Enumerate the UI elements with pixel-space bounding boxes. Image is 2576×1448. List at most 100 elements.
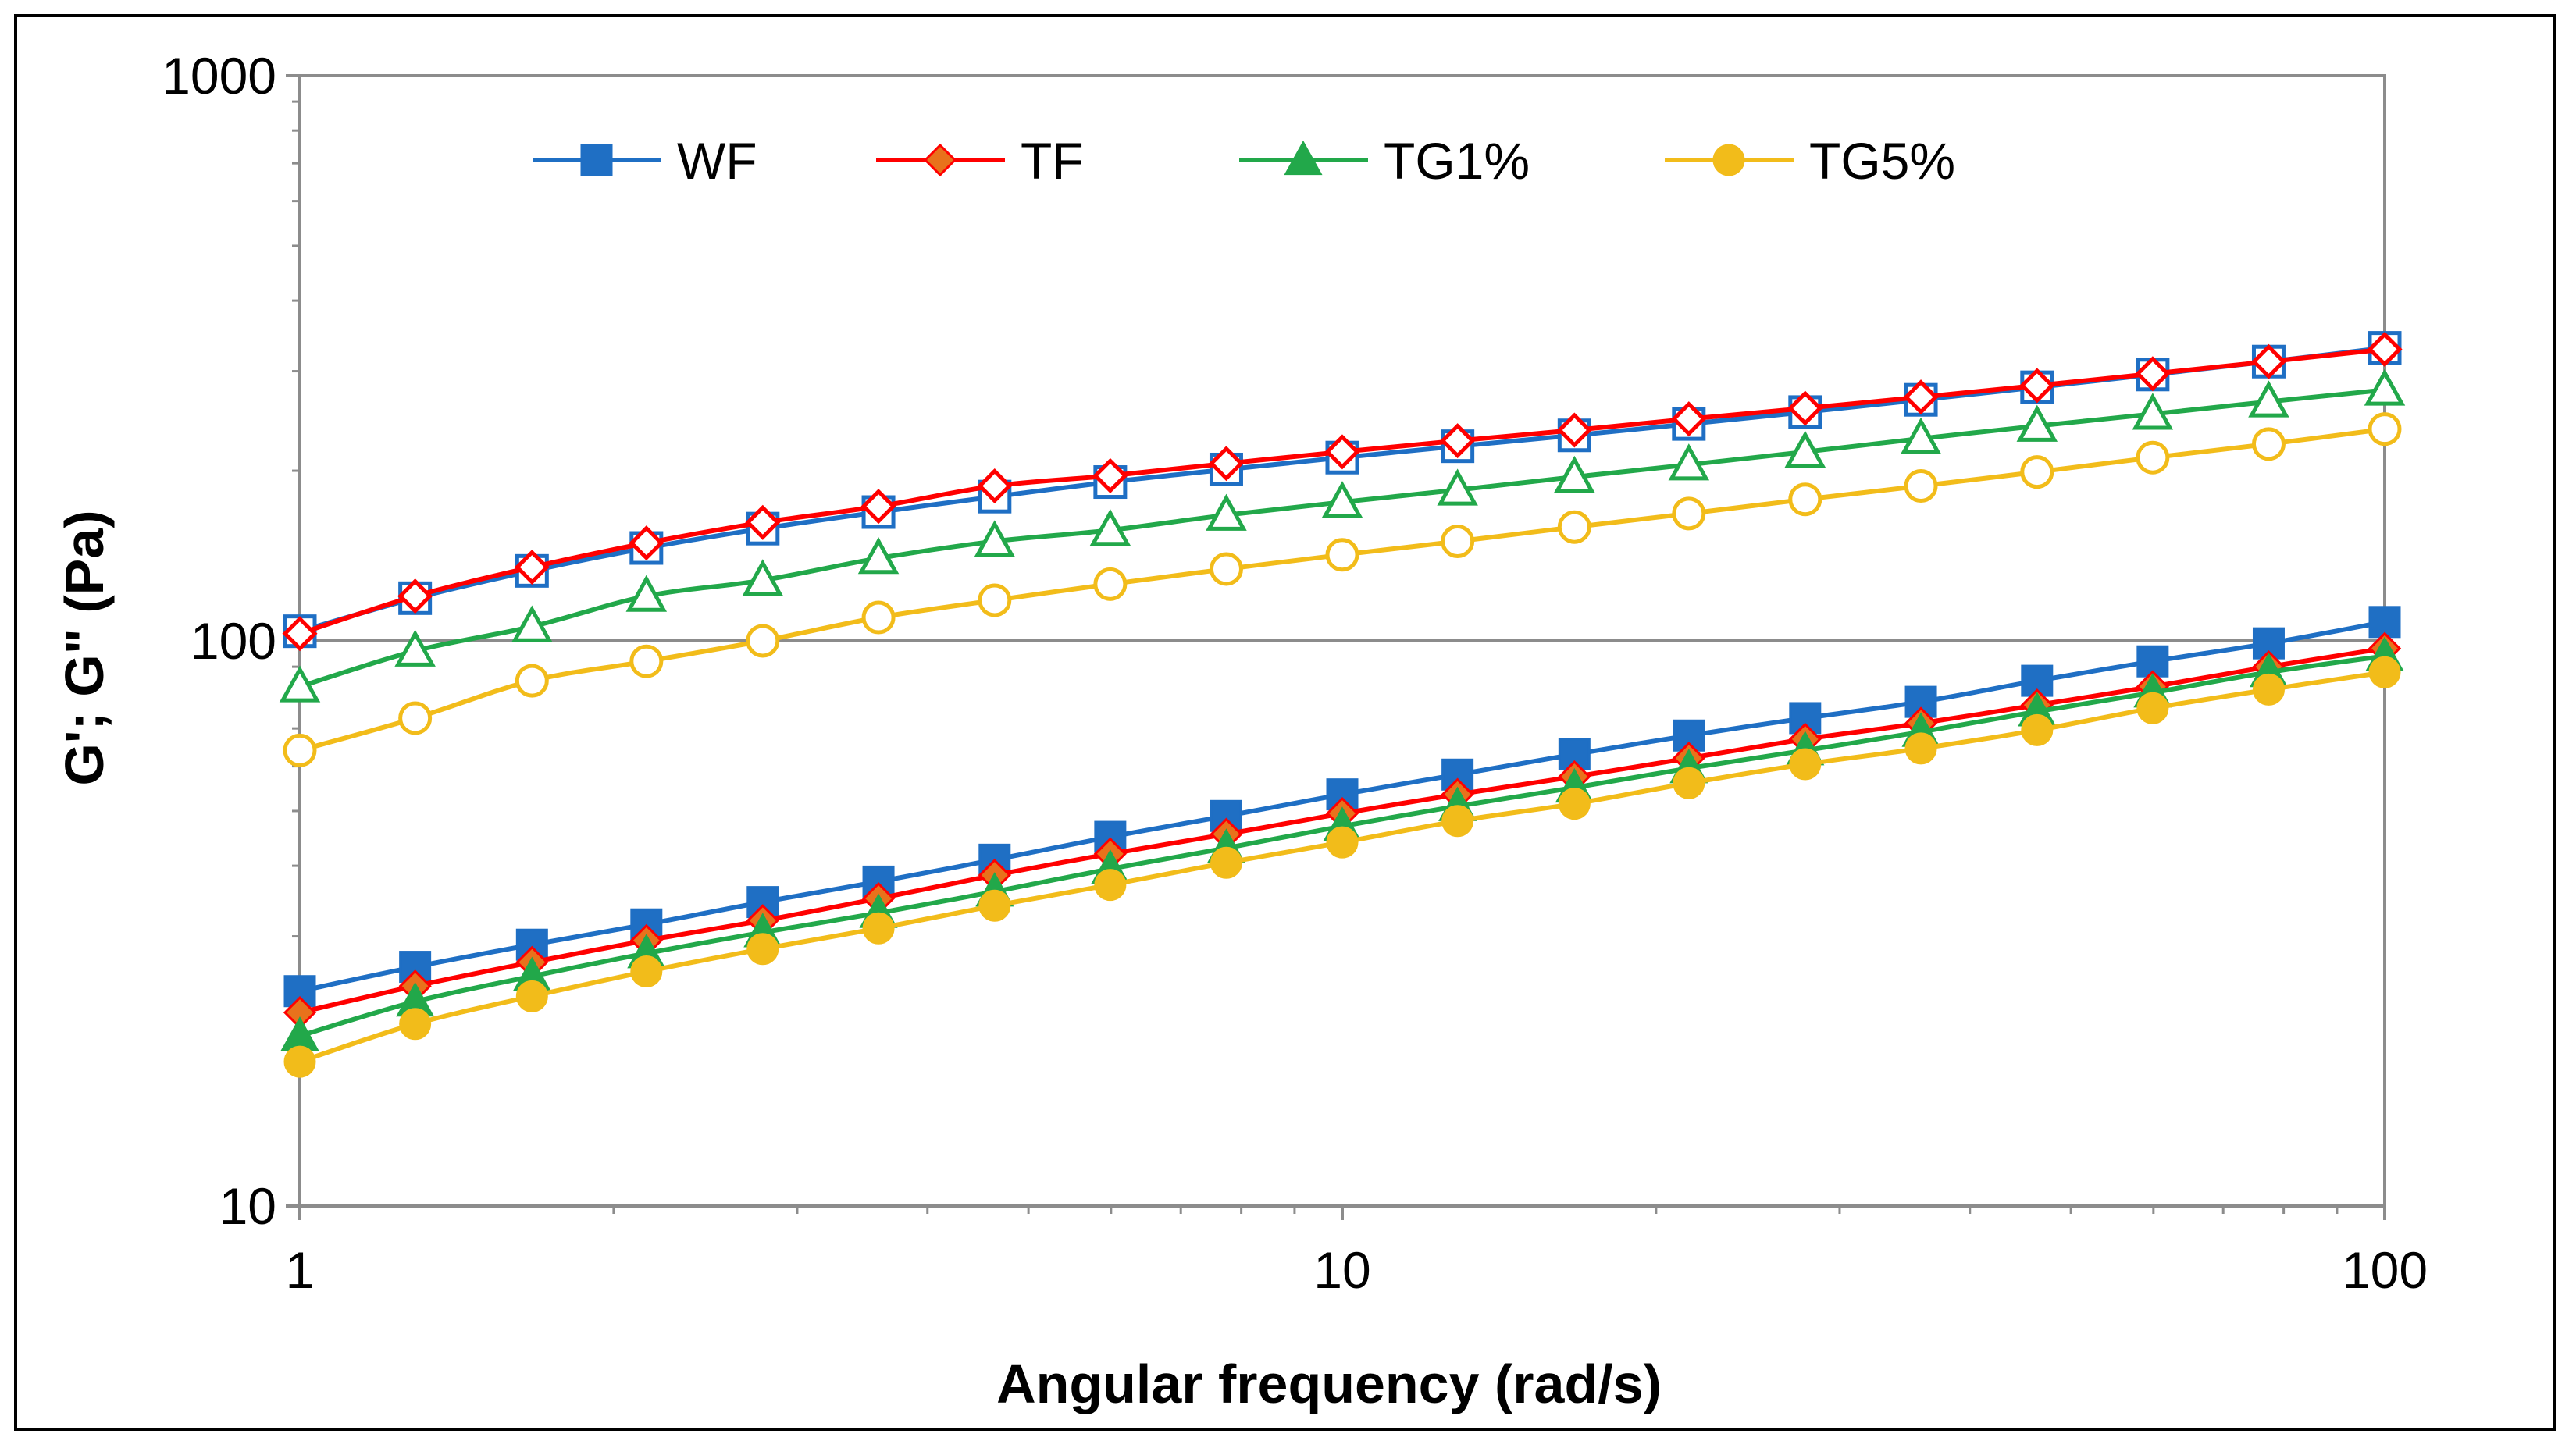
data-point	[742, 559, 784, 596]
data-point	[1668, 443, 1710, 481]
x-tick-label: 10	[1313, 1241, 1370, 1299]
data-point	[746, 624, 780, 658]
data-point	[1789, 748, 1822, 781]
series-tg5pct-storage	[283, 412, 2402, 767]
data-point	[2019, 368, 2055, 404]
data-point	[1089, 509, 1131, 546]
data-point	[1788, 482, 1822, 517]
data-point	[2368, 412, 2402, 446]
data-point	[2136, 440, 2170, 475]
y-tick-label: 1000	[162, 47, 276, 105]
data-point	[1556, 412, 1592, 448]
series-line	[299, 670, 2385, 1065]
data-point	[1441, 525, 1475, 559]
data-point	[1441, 805, 1474, 838]
data-point	[514, 550, 550, 585]
data-point	[2020, 455, 2054, 489]
data-point	[1903, 379, 1939, 415]
series-tg5pct-loss	[283, 656, 2401, 1078]
grid-layer	[300, 74, 2385, 1208]
legend-marker	[1284, 140, 1323, 176]
data-point	[746, 933, 779, 966]
data-point	[1321, 481, 1363, 518]
legend-marker	[923, 143, 957, 177]
chart-frame: 10 100 1000 1 10 100 WF TF TG1% TG5% Angular fre…	[14, 14, 2556, 1431]
legend-item-tg5pct: TG5%	[1665, 132, 1955, 190]
data-point	[1671, 401, 1707, 437]
y-tick-label: 100	[191, 612, 276, 670]
data-point	[974, 520, 1016, 557]
data-point	[2248, 380, 2289, 418]
data-point	[1206, 493, 1247, 531]
data-point	[1326, 826, 1359, 859]
data-point	[2251, 427, 2286, 461]
data-point	[978, 889, 1011, 922]
series-tg1pct-storage	[279, 368, 2406, 703]
data-point	[511, 605, 553, 642]
data-point	[1787, 390, 1823, 426]
data-point	[2016, 404, 2058, 442]
x-axis-title: Angular frequency (rad/s)	[996, 1354, 1662, 1414]
data-point	[2250, 343, 2287, 379]
legend-label: TG5%	[1809, 132, 1955, 190]
legend-label: WF	[677, 132, 757, 190]
data-point	[1904, 732, 1937, 765]
data-point	[283, 1045, 316, 1078]
data-point	[397, 578, 433, 614]
legend-item-tf: TF	[876, 132, 1084, 190]
data-point	[1440, 423, 1476, 459]
data-point	[2135, 356, 2171, 392]
data-point	[860, 489, 896, 525]
data-point	[2021, 713, 2054, 746]
data-point	[1208, 446, 1245, 482]
x-tick-label: 1	[286, 1241, 315, 1299]
data-point	[1784, 430, 1826, 468]
data-point	[1557, 510, 1591, 544]
data-point	[978, 583, 1012, 617]
data-point	[515, 980, 548, 1012]
series-tf-storage	[282, 331, 2403, 652]
data-point	[629, 644, 664, 678]
data-point	[1672, 496, 1706, 531]
data-point	[1210, 846, 1242, 879]
data-point	[2368, 656, 2401, 688]
legend-item-tg1pct: TG1%	[1239, 132, 1530, 190]
y-tick-label: 10	[219, 1177, 276, 1235]
data-point	[399, 1008, 432, 1041]
data-point	[1437, 468, 1478, 506]
series-line	[299, 426, 2385, 753]
data-point	[1558, 788, 1591, 820]
data-point	[630, 955, 663, 988]
data-point	[629, 525, 664, 561]
data-point	[1092, 457, 1128, 493]
data-point	[2367, 331, 2403, 368]
data-point	[977, 468, 1013, 504]
data-point	[2364, 368, 2406, 406]
data-point	[515, 664, 549, 698]
data-point	[2136, 692, 2169, 724]
data-point	[279, 665, 321, 703]
data-point	[1325, 538, 1359, 572]
data-point	[857, 537, 900, 575]
data-point	[1093, 567, 1128, 601]
legend-label: TF	[1021, 132, 1084, 190]
data-point	[2252, 673, 2285, 706]
data-point	[1554, 455, 1595, 493]
data-point	[1094, 869, 1127, 902]
data-point	[1900, 417, 1942, 454]
data-point	[861, 600, 896, 635]
legend-layer: WF TF TG1% TG5%	[533, 132, 1955, 190]
data-point	[1209, 552, 1243, 586]
legend-marker	[580, 144, 613, 176]
data-point	[745, 504, 781, 540]
data-point	[398, 701, 433, 735]
data-point	[2132, 393, 2174, 430]
series-layer	[279, 331, 2406, 1078]
data-point	[862, 912, 895, 945]
data-point	[1324, 434, 1360, 470]
data-point	[394, 629, 436, 667]
legend-label: TG1%	[1384, 132, 1530, 190]
data-point	[282, 616, 318, 652]
data-point	[283, 733, 317, 767]
